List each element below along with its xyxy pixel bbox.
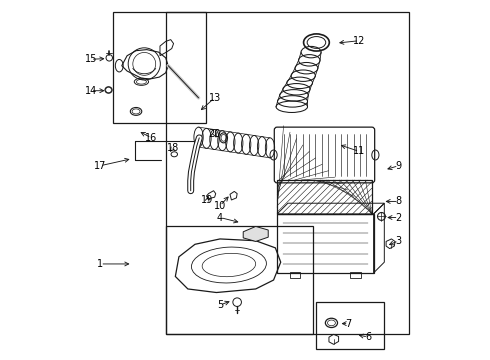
Text: 3: 3 (395, 236, 402, 246)
Bar (290, 272, 300, 278)
Text: 18: 18 (167, 143, 179, 153)
Text: 4: 4 (217, 212, 223, 222)
Text: 17: 17 (94, 161, 106, 171)
Text: 6: 6 (365, 332, 371, 342)
Bar (167, 226, 313, 334)
Text: 13: 13 (209, 93, 221, 103)
Bar (113, 12, 206, 123)
Bar (277, 180, 372, 214)
Text: 14: 14 (85, 86, 97, 96)
Text: 10: 10 (214, 201, 226, 211)
Text: 8: 8 (395, 197, 402, 206)
Text: 9: 9 (395, 161, 402, 171)
Text: 16: 16 (145, 133, 157, 143)
Bar (167, 12, 409, 334)
Polygon shape (243, 226, 268, 242)
Text: 1: 1 (97, 259, 103, 269)
Text: 20: 20 (208, 129, 221, 139)
Text: 11: 11 (353, 147, 366, 157)
Text: 2: 2 (395, 212, 402, 222)
Bar (350, 272, 361, 278)
Text: 12: 12 (353, 36, 366, 46)
Text: 7: 7 (345, 319, 352, 329)
Text: 19: 19 (201, 195, 214, 204)
Text: 15: 15 (84, 54, 97, 64)
Text: 5: 5 (217, 300, 223, 310)
Bar (277, 214, 373, 273)
Bar (317, 302, 384, 348)
